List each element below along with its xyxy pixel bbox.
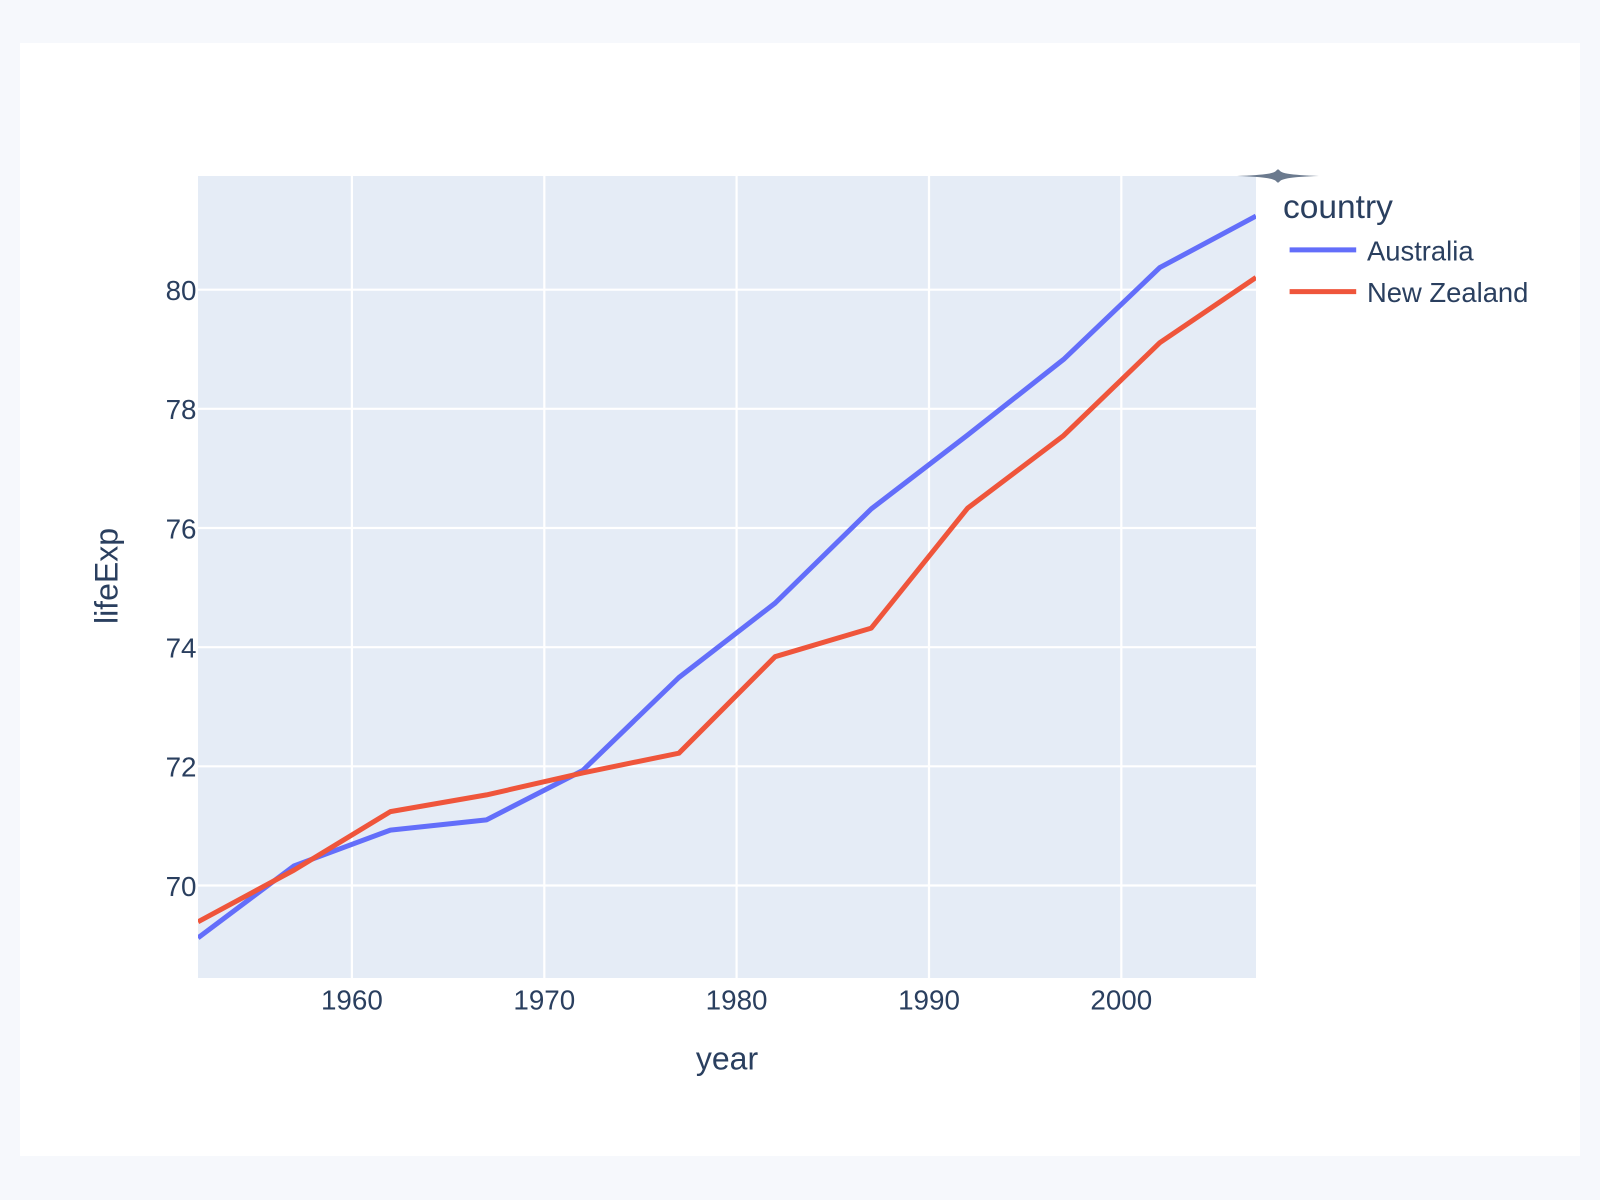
svg-text:1980: 1980 — [706, 985, 768, 1016]
svg-text:1990: 1990 — [898, 985, 960, 1016]
svg-text:2000: 2000 — [1090, 985, 1152, 1016]
svg-text:New Zealand: New Zealand — [1367, 277, 1528, 308]
svg-text:80: 80 — [166, 275, 197, 306]
svg-text:78: 78 — [166, 394, 197, 425]
svg-text:1960: 1960 — [321, 985, 383, 1016]
svg-text:70: 70 — [166, 871, 197, 902]
svg-text:72: 72 — [166, 752, 197, 783]
svg-text:year: year — [696, 1040, 759, 1076]
svg-text:lifeExp: lifeExp — [89, 528, 125, 624]
svg-text:76: 76 — [166, 513, 197, 544]
svg-text:Australia: Australia — [1367, 236, 1474, 267]
svg-text:1970: 1970 — [513, 985, 575, 1016]
svg-text:74: 74 — [166, 633, 197, 664]
svg-text:country: country — [1283, 189, 1393, 226]
